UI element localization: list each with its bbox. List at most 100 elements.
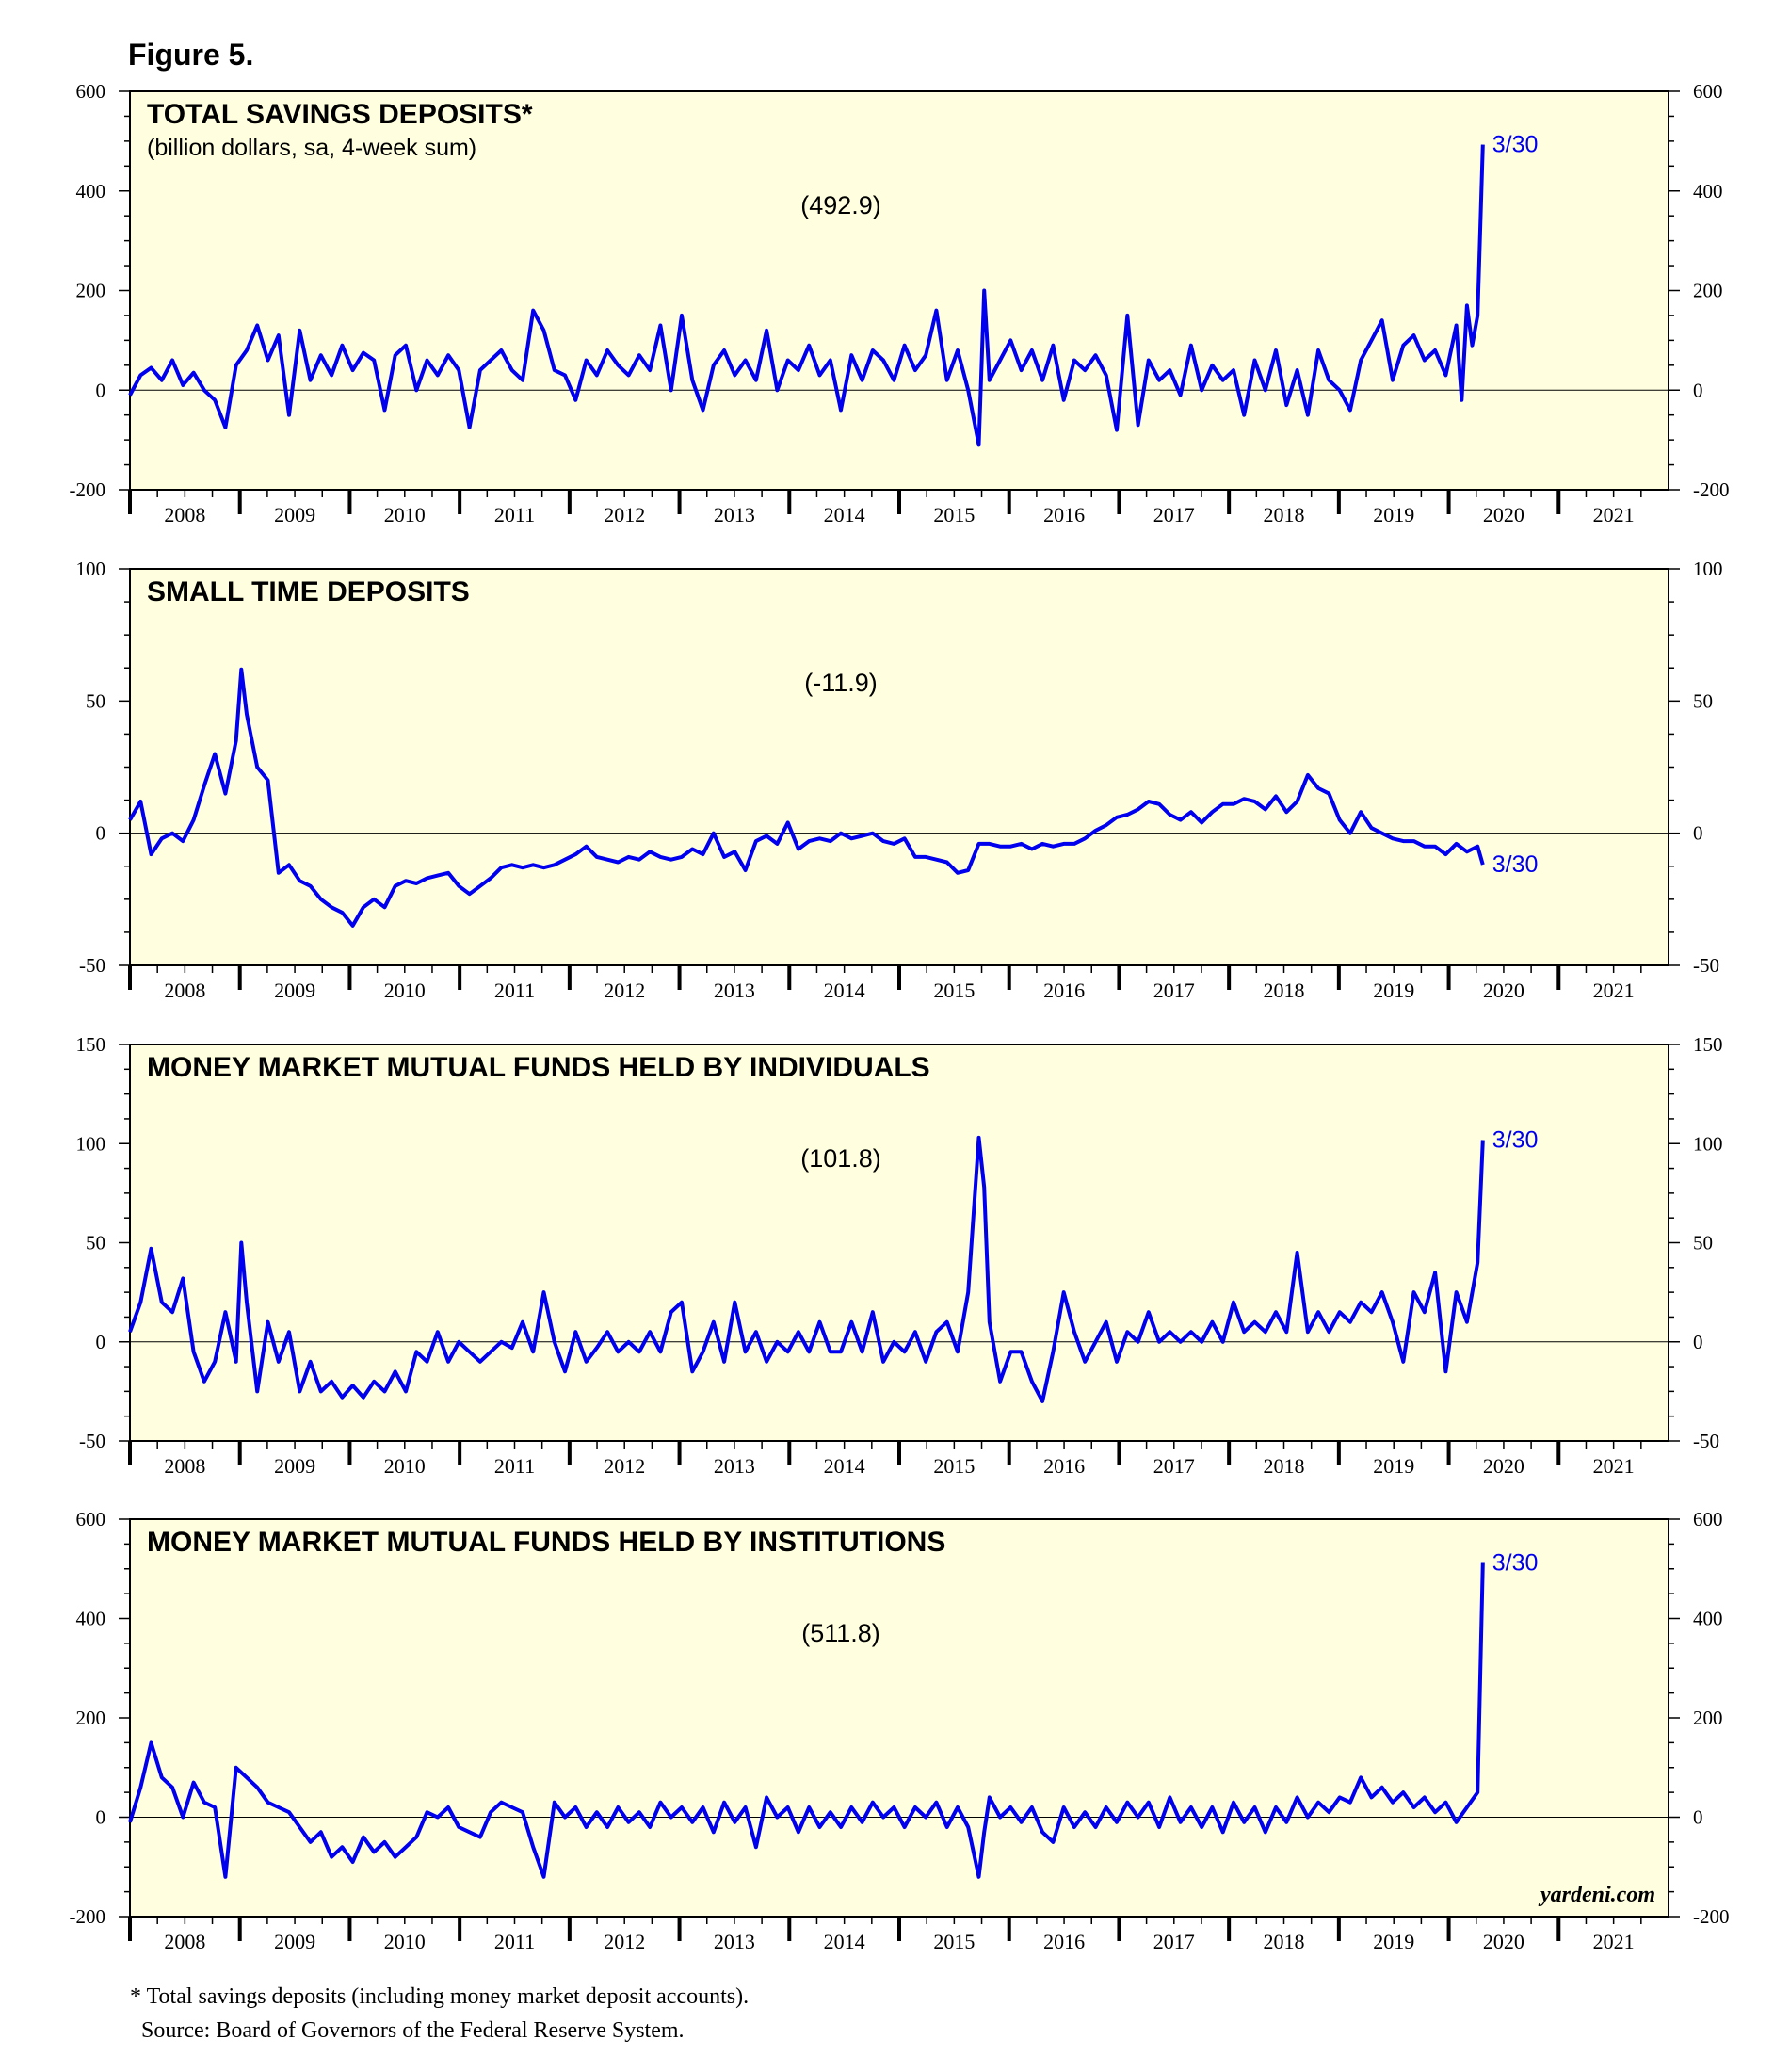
chart-2-latest-value-label: (-11.9) <box>804 669 878 697</box>
chart-3-xtick-label: 2016 <box>1043 1454 1085 1478</box>
chart-2-title: SMALL TIME DEPOSITS <box>147 576 470 607</box>
chart-4-xtick-label: 2016 <box>1043 1930 1085 1953</box>
footnote-source: Source: Board of Governors of the Federa… <box>130 2018 685 2043</box>
chart-1-xtick-label: 2012 <box>604 503 645 526</box>
chart-4-xtick-label: 2009 <box>274 1930 315 1953</box>
chart-4-xtick-label: 2020 <box>1483 1930 1524 1953</box>
chart-1-xtick-label: 2013 <box>714 503 755 526</box>
chart-3-title: MONEY MARKET MUTUAL FUNDS HELD BY INDIVI… <box>147 1052 930 1083</box>
chart-1-xtick-label: 2009 <box>274 503 315 526</box>
chart-2-xtick-label: 2014 <box>824 979 865 1002</box>
chart-4-xtick-label: 2019 <box>1373 1930 1414 1953</box>
chart-1-xtick-label: 2021 <box>1593 503 1635 526</box>
chart-2-xtick-label: 2020 <box>1483 979 1524 1002</box>
chart-3-ytick-label-right: 150 <box>1693 1033 1723 1056</box>
chart-1-ytick-label-right: -200 <box>1693 478 1730 501</box>
chart-2-ytick-label-left: 100 <box>76 558 106 580</box>
chart-2-xtick-label: 2015 <box>933 979 975 1002</box>
chart-4-xtick-label: 2013 <box>714 1930 755 1953</box>
chart-3-ytick-label-right: -50 <box>1693 1430 1719 1452</box>
chart-4-xtick-label: 2017 <box>1153 1930 1195 1953</box>
chart-4-ytick-label-right: 400 <box>1693 1608 1723 1630</box>
chart-1-end-label: 3/30 <box>1492 132 1539 158</box>
chart-2-end-label: 3/30 <box>1492 851 1539 878</box>
chart-4-ytick-label-right: -200 <box>1693 1905 1730 1928</box>
chart-2-ytick-label-left: 0 <box>96 822 106 845</box>
chart-1-ytick-label-left: 400 <box>76 180 106 202</box>
chart-3-xtick-label: 2017 <box>1153 1454 1195 1478</box>
chart-3-ytick-label-left: 100 <box>76 1132 106 1155</box>
chart-3-ytick-label-left: -50 <box>79 1430 105 1452</box>
chart-3-ytick-label-left: 150 <box>76 1033 106 1056</box>
chart-4-xtick-label: 2018 <box>1264 1930 1305 1953</box>
chart-2-series-line <box>128 667 1485 928</box>
chart-4-xtick-label: 2010 <box>384 1930 426 1953</box>
chart-4-title: MONEY MARKET MUTUAL FUNDS HELD BY INSTIT… <box>147 1527 945 1558</box>
chart-3-ytick-label-left: 0 <box>96 1331 106 1353</box>
chart-2-ytick-label-left: 50 <box>86 689 105 712</box>
chart-4-ytick-label-right: 0 <box>1693 1806 1703 1829</box>
footnote: * Total savings deposits (including mone… <box>130 1980 749 2048</box>
chart-4-xtick-label: 2015 <box>933 1930 975 1953</box>
chart-1-ytick-label-left: 600 <box>76 80 106 103</box>
chart-4-end-label: 3/30 <box>1492 1550 1539 1577</box>
chart-1-xtick-label: 2008 <box>164 503 205 526</box>
chart-2-xtick-label: 2018 <box>1264 979 1305 1002</box>
chart-1-series-line <box>128 144 1485 447</box>
chart-3-xtick-label: 2009 <box>274 1454 315 1478</box>
chart-3-ytick-label-right: 50 <box>1693 1232 1713 1255</box>
chart-2-xtick-label: 2016 <box>1043 979 1085 1002</box>
chart-2-ytick-label-right: 0 <box>1693 822 1703 845</box>
chart-4-latest-value-label: (511.8) <box>801 1619 880 1647</box>
chart-3-xtick-label: 2019 <box>1373 1454 1414 1478</box>
chart-2-xtick-label: 2011 <box>494 979 535 1002</box>
chart-1-ytick-label-right: 600 <box>1693 80 1723 103</box>
chart-1-ytick-label-left: -200 <box>70 478 106 501</box>
chart-4-ytick-label-right: 600 <box>1693 1508 1723 1530</box>
chart-4-xtick-label: 2011 <box>494 1930 535 1953</box>
chart-1-subtitle: (billion dollars, sa, 4-week sum) <box>147 135 476 161</box>
watermark: yardeni.com <box>1538 1883 1655 1907</box>
chart-3-ytick-label-left: 50 <box>86 1232 105 1255</box>
chart-1-ytick-label-left: 200 <box>76 280 106 302</box>
chart-3-series-line <box>128 1135 1485 1403</box>
chart-4-ytick-label-right: 200 <box>1693 1707 1723 1729</box>
chart-3-xtick-label: 2010 <box>384 1454 426 1478</box>
chart-3-xtick-label: 2020 <box>1483 1454 1524 1478</box>
chart-3-ytick-label-right: 0 <box>1693 1331 1703 1353</box>
chart-1-xtick-label: 2019 <box>1373 503 1414 526</box>
chart-4-ytick-label-left: 0 <box>96 1806 106 1829</box>
chart-4-ytick-label-left: -200 <box>70 1905 106 1928</box>
chart-2-plot-area <box>129 568 1669 966</box>
chart-1-xtick-label: 2010 <box>384 503 426 526</box>
chart-3-latest-value-label: (101.8) <box>800 1144 881 1173</box>
chart-2-xtick-label: 2008 <box>164 979 205 1002</box>
chart-1-xtick-label: 2018 <box>1264 503 1305 526</box>
chart-3-xtick-label: 2018 <box>1264 1454 1305 1478</box>
chart-1-xtick-label: 2014 <box>824 503 865 526</box>
figure-label: Figure 5. <box>128 38 254 72</box>
footnote-note: * Total savings deposits (including mone… <box>130 1984 750 2009</box>
chart-2-xtick-label: 2021 <box>1593 979 1635 1002</box>
chart-4-xtick-label: 2021 <box>1593 1930 1635 1953</box>
chart-2-xtick-label: 2013 <box>714 979 755 1002</box>
chart-1-plot-area <box>129 90 1669 491</box>
chart-4-ytick-label-left: 600 <box>76 1508 106 1530</box>
chart-4-series-line <box>128 1562 1485 1879</box>
chart-4-ytick-label-left: 200 <box>76 1707 106 1729</box>
chart-1-ytick-label-right: 200 <box>1693 280 1723 302</box>
chart-3-plot-area <box>129 1044 1669 1442</box>
chart-3-ytick-label-right: 100 <box>1693 1132 1723 1155</box>
chart-1-xtick-label: 2011 <box>494 503 535 526</box>
chart-2-xtick-label: 2012 <box>604 979 645 1002</box>
chart-3-xtick-label: 2015 <box>933 1454 975 1478</box>
chart-1-ytick-label-left: 0 <box>96 379 106 401</box>
chart-1-title: TOTAL SAVINGS DEPOSITS* <box>147 99 533 130</box>
chart-1-xtick-label: 2015 <box>933 503 975 526</box>
chart-4-ytick-label-left: 400 <box>76 1608 106 1630</box>
chart-2-xtick-label: 2017 <box>1153 979 1195 1002</box>
chart-1-xtick-label: 2016 <box>1043 503 1085 526</box>
chart-2-xtick-label: 2009 <box>274 979 315 1002</box>
chart-3-xtick-label: 2013 <box>714 1454 755 1478</box>
